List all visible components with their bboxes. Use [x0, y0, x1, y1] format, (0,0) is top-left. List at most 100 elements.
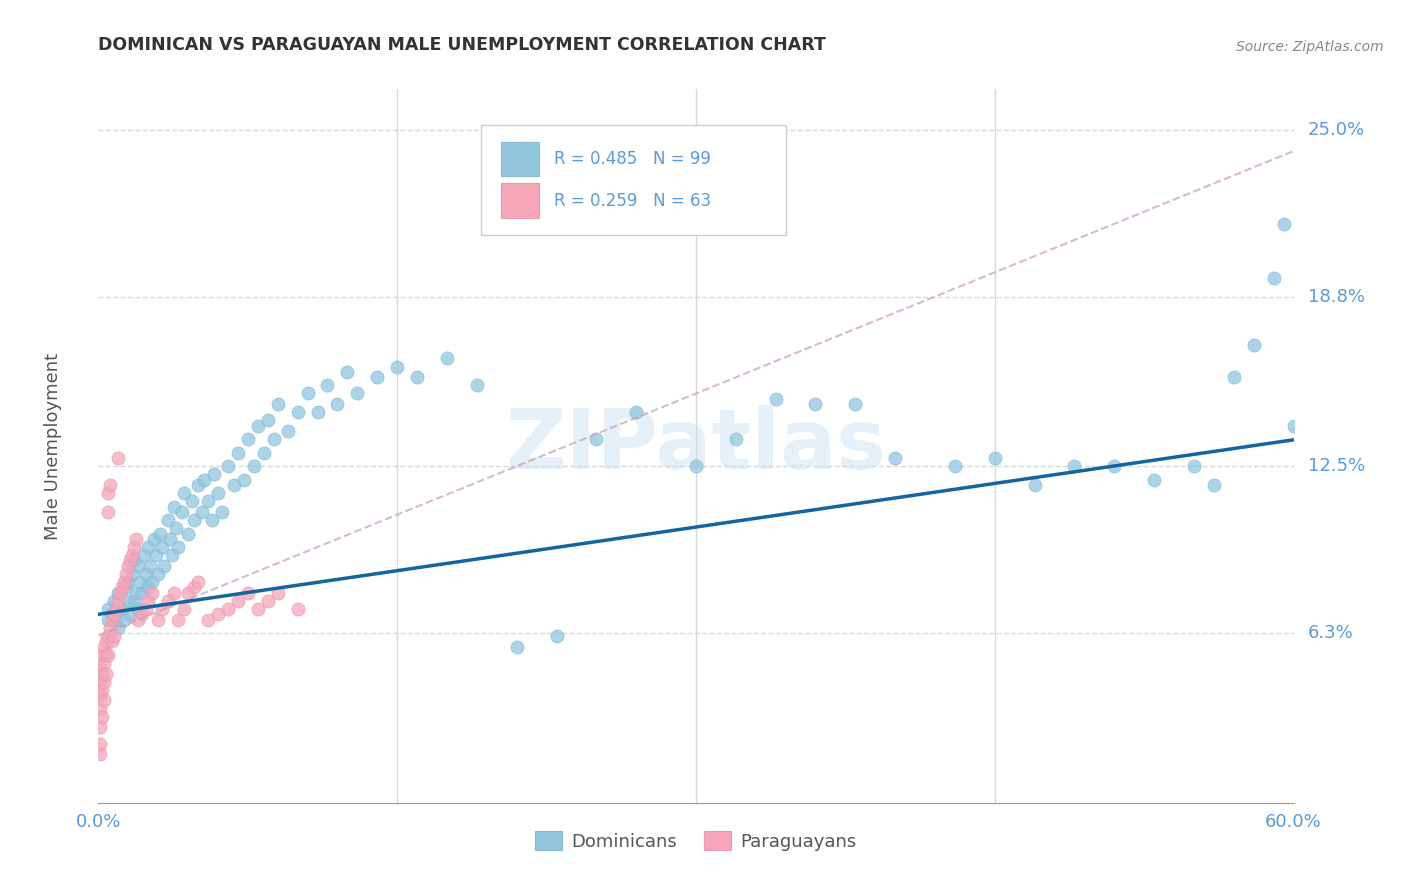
Point — [844, 397, 866, 411]
Point — [89, 688, 111, 702]
Point — [101, 634, 124, 648]
Point — [136, 594, 159, 608]
Point — [127, 602, 149, 616]
Point — [93, 693, 115, 707]
Point — [187, 478, 209, 492]
Point — [112, 574, 135, 589]
Point — [1063, 459, 1085, 474]
Point — [191, 505, 214, 519]
Point — [97, 505, 120, 519]
Point — [105, 613, 128, 627]
Point — [89, 747, 111, 762]
Point — [159, 532, 181, 546]
Point — [165, 521, 187, 535]
Point — [943, 459, 966, 474]
Point — [217, 602, 239, 616]
Point — [96, 648, 118, 662]
Point — [336, 365, 359, 379]
Point — [193, 473, 215, 487]
Point — [89, 737, 111, 751]
Point — [97, 602, 120, 616]
Point — [153, 558, 176, 573]
Point — [91, 709, 114, 723]
Text: R = 0.485   N = 99: R = 0.485 N = 99 — [554, 150, 710, 168]
Point — [506, 640, 529, 654]
Point — [103, 629, 125, 643]
Text: 25.0%: 25.0% — [1308, 120, 1365, 138]
Point — [121, 548, 143, 562]
Point — [1282, 418, 1305, 433]
Point — [197, 613, 219, 627]
Point — [173, 602, 195, 616]
Point — [217, 459, 239, 474]
Point — [177, 586, 200, 600]
Point — [253, 446, 276, 460]
Point — [187, 574, 209, 589]
Point — [346, 386, 368, 401]
Point — [107, 594, 129, 608]
Point — [287, 602, 309, 616]
Point — [207, 607, 229, 622]
Point — [143, 532, 166, 546]
Point — [157, 594, 180, 608]
Point — [145, 548, 167, 562]
Point — [585, 432, 607, 446]
Point — [236, 586, 259, 600]
Point — [167, 540, 190, 554]
Point — [207, 486, 229, 500]
Point — [183, 513, 205, 527]
Point — [97, 613, 120, 627]
Point — [222, 478, 245, 492]
Point — [110, 586, 132, 600]
Point — [297, 386, 319, 401]
Point — [172, 505, 194, 519]
Point — [101, 613, 124, 627]
Point — [226, 446, 249, 460]
Point — [201, 513, 224, 527]
Point — [101, 607, 124, 622]
Point — [121, 566, 143, 581]
Point — [246, 418, 269, 433]
Point — [96, 666, 118, 681]
Point — [129, 574, 152, 589]
Point — [103, 594, 125, 608]
Point — [115, 580, 138, 594]
Point — [804, 397, 827, 411]
Point — [97, 629, 120, 643]
Point — [89, 720, 111, 734]
Point — [93, 674, 115, 689]
Point — [103, 607, 125, 622]
Point — [127, 613, 149, 627]
Point — [115, 566, 138, 581]
Point — [202, 467, 225, 482]
Point — [149, 526, 172, 541]
Text: Male Unemployment: Male Unemployment — [44, 352, 62, 540]
Point — [120, 607, 142, 622]
Point — [181, 494, 204, 508]
Point — [98, 478, 122, 492]
Point — [685, 459, 707, 474]
Point — [124, 553, 146, 567]
Point — [197, 494, 219, 508]
Point — [246, 602, 269, 616]
Point — [135, 602, 157, 616]
Text: 18.8%: 18.8% — [1308, 287, 1365, 306]
Point — [91, 648, 114, 662]
Point — [105, 602, 128, 616]
Point — [111, 602, 134, 616]
Point — [183, 580, 205, 594]
Point — [267, 397, 290, 411]
Point — [316, 378, 339, 392]
Point — [546, 629, 568, 643]
Point — [141, 574, 163, 589]
Text: R = 0.259   N = 63: R = 0.259 N = 63 — [554, 192, 711, 210]
Text: Source: ZipAtlas.com: Source: ZipAtlas.com — [1236, 39, 1384, 54]
Point — [107, 621, 129, 635]
Point — [97, 486, 120, 500]
Point — [120, 553, 142, 567]
Point — [127, 558, 149, 573]
Point — [93, 656, 115, 670]
Point — [97, 648, 120, 662]
Point — [125, 586, 148, 600]
Point — [148, 613, 170, 627]
